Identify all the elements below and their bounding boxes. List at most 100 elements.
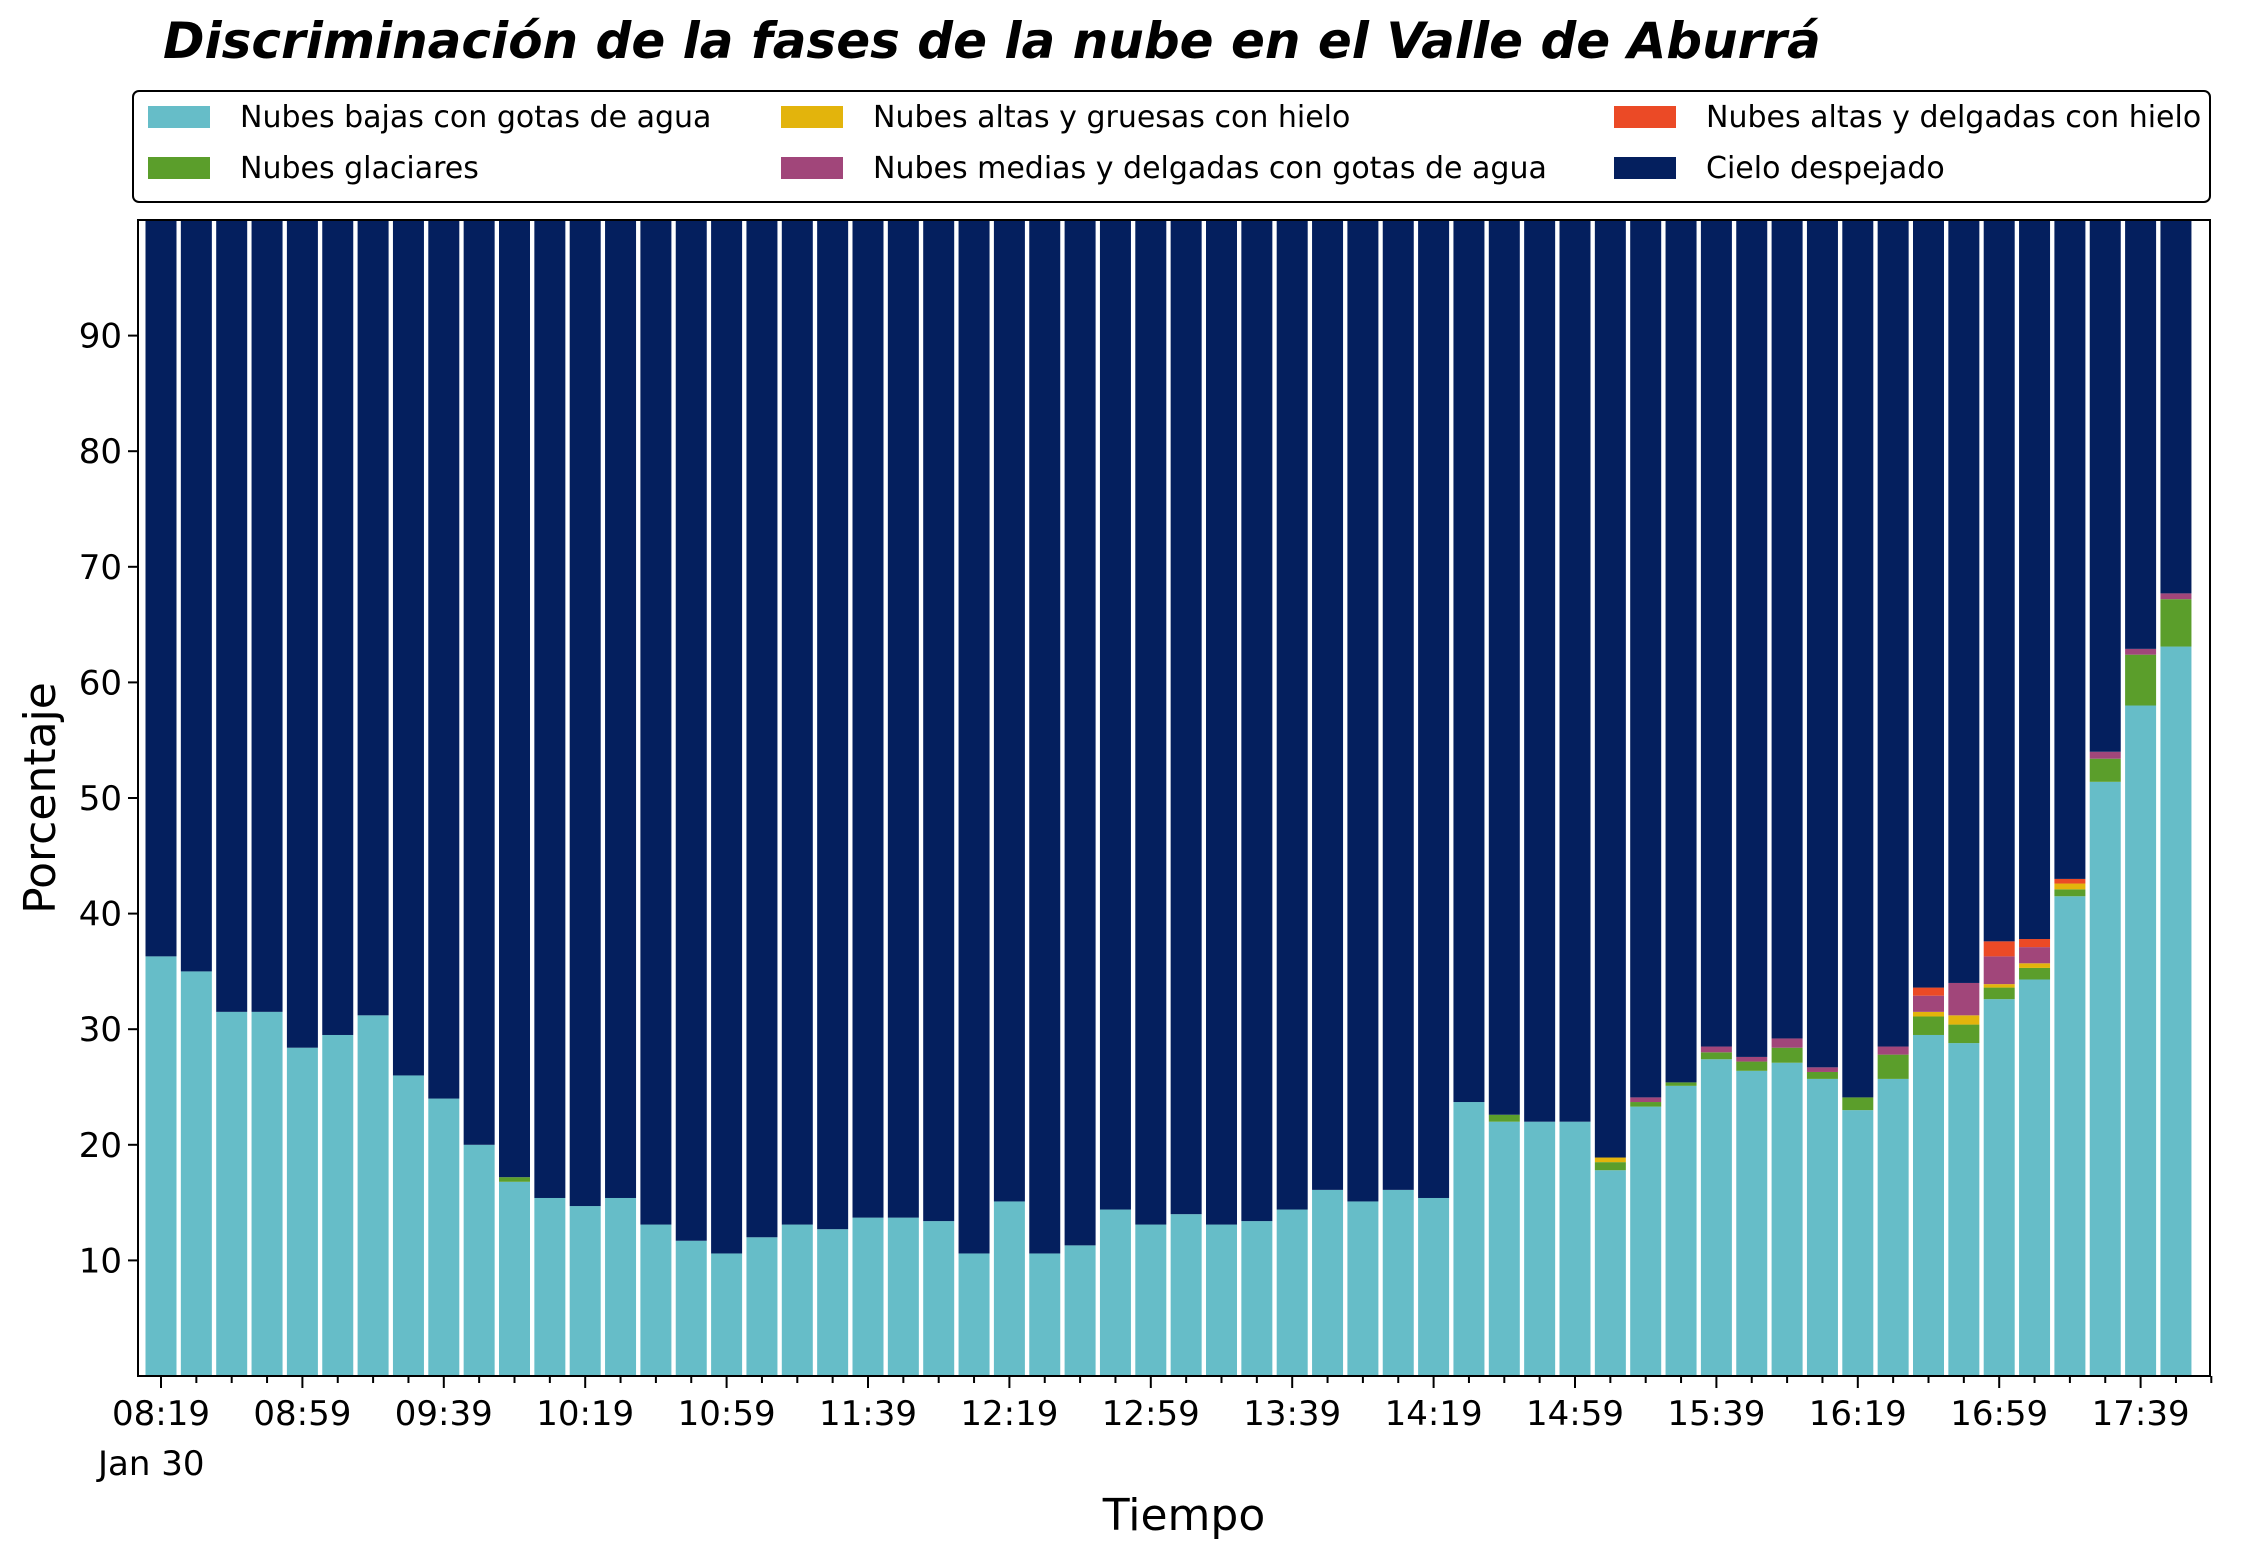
bar-low-water-56 <box>2125 705 2157 1376</box>
bar-mid-thin-water-57 <box>2160 593 2192 600</box>
bar-low-water-9 <box>463 1144 495 1376</box>
x-tick-label-13: 16:59 <box>1950 1394 2048 1434</box>
bar-high-thick-ice-52 <box>1983 984 2015 988</box>
legend-swatch-2 <box>781 106 843 128</box>
bar-clear-sky-13 <box>605 220 637 1198</box>
bar-low-water-18 <box>781 1224 813 1376</box>
bar-low-water-40 <box>1559 1121 1591 1376</box>
x-tick-label-14: 17:39 <box>2092 1394 2190 1434</box>
bar-low-water-44 <box>1700 1059 1732 1376</box>
bar-clear-sky-5 <box>322 220 354 1035</box>
bar-glacial-48 <box>1842 1097 1874 1111</box>
bar-clear-sky-26 <box>1064 220 1096 1246</box>
bar-low-water-50 <box>1913 1034 1944 1376</box>
bar-clear-sky-33 <box>1312 220 1344 1190</box>
bar-clear-sky-4 <box>286 220 318 1048</box>
bar-low-water-35 <box>1382 1189 1414 1376</box>
y-tick-label-20: 20 <box>79 1126 122 1166</box>
bar-low-water-8 <box>428 1098 460 1376</box>
bar-clear-sky-0 <box>145 220 177 957</box>
x-tick-label-8: 13:39 <box>1243 1394 1341 1434</box>
bar-glacial-52 <box>1983 987 2015 1000</box>
bar-low-water-32 <box>1276 1209 1308 1376</box>
bar-low-water-51 <box>1948 1043 1980 1376</box>
legend-swatch-3 <box>781 157 843 179</box>
bar-low-water-54 <box>2054 896 2086 1376</box>
x-axis: 08:19 08:59 09:39 10:19 10:59 11:39 12:19 12:59… <box>112 1376 2213 1434</box>
legend-label-4: Nubes altas y delgadas con hielo <box>1706 100 2201 135</box>
bar-clear-sky-35 <box>1382 220 1414 1190</box>
bar-glacial-45 <box>1736 1061 1768 1071</box>
bar-low-water-47 <box>1806 1078 1838 1376</box>
bar-low-water-28 <box>1135 1224 1167 1376</box>
bar-high-thin-ice-52 <box>1983 941 2015 957</box>
y-tick-label-10: 10 <box>79 1241 122 1281</box>
bar-clear-sky-24 <box>993 220 1025 1202</box>
bar-clear-sky-22 <box>923 220 955 1222</box>
bar-low-water-46 <box>1771 1062 1803 1376</box>
x-tick-label-7: 12:59 <box>1102 1394 1200 1434</box>
bar-clear-sky-40 <box>1559 220 1591 1122</box>
x-tick-label-12: 16:19 <box>1809 1394 1907 1434</box>
y-axis-title: Porcentaje <box>15 682 66 914</box>
bar-mid-thin-water-49 <box>1877 1046 1909 1055</box>
bar-high-thick-ice-53 <box>2019 963 2051 968</box>
bar-glacial-49 <box>1877 1054 1909 1079</box>
legend-label-1: Nubes glaciares <box>240 151 479 186</box>
legend: Nubes bajas con gotas de agua Nubes glaci… <box>132 90 2211 203</box>
bar-mid-thin-water-50 <box>1913 995 1944 1012</box>
bar-low-water-1 <box>180 971 212 1376</box>
legend-label-0: Nubes bajas con gotas de agua <box>240 100 711 135</box>
bar-clear-sky-15 <box>675 220 707 1241</box>
bar-clear-sky-41 <box>1594 220 1626 1158</box>
bar-high-thin-ice-50 <box>1913 987 1944 996</box>
bar-clear-sky-20 <box>852 220 884 1218</box>
x-tick-label-6: 12:19 <box>960 1394 1058 1434</box>
bar-clear-sky-19 <box>817 220 849 1230</box>
bar-mid-thin-water-51 <box>1948 982 1980 1016</box>
x-axis-title: Tiempo <box>1102 1490 1266 1541</box>
bar-low-water-16 <box>711 1253 743 1376</box>
bar-low-water-53 <box>2019 979 2051 1376</box>
bar-low-water-31 <box>1241 1221 1273 1376</box>
bar-clear-sky-27 <box>1099 220 1131 1210</box>
bar-clear-sky-53 <box>2019 220 2051 940</box>
legend-swatch-4 <box>1614 106 1676 128</box>
bar-low-water-5 <box>322 1034 354 1376</box>
bar-low-water-37 <box>1453 1102 1485 1376</box>
bar-glacial-53 <box>2019 967 2051 980</box>
bar-glacial-56 <box>2125 654 2157 706</box>
bar-mid-thin-water-42 <box>1630 1097 1662 1103</box>
x-tick-label-9: 14:19 <box>1385 1394 1483 1434</box>
bar-clear-sky-7 <box>392 220 424 1076</box>
bar-low-water-48 <box>1842 1110 1874 1376</box>
bar-clear-sky-11 <box>534 220 566 1198</box>
bar-low-water-33 <box>1312 1189 1344 1376</box>
bar-clear-sky-43 <box>1665 220 1697 1083</box>
bar-high-thick-ice-51 <box>1948 1015 1980 1025</box>
x-tick-label-3: 10:19 <box>536 1394 634 1434</box>
bar-clear-sky-46 <box>1771 220 1803 1039</box>
bar-low-water-42 <box>1630 1106 1662 1376</box>
bar-low-water-21 <box>887 1217 919 1376</box>
bars-group <box>145 220 2192 1376</box>
bar-low-water-10 <box>499 1181 530 1376</box>
bar-low-water-15 <box>675 1240 707 1376</box>
legend-label-5: Cielo despejado <box>1706 151 1945 186</box>
y-tick-label-50: 50 <box>79 779 122 819</box>
x-tick-label-4: 10:59 <box>678 1394 776 1434</box>
bar-mid-thin-water-53 <box>2019 947 2051 964</box>
y-tick-label-90: 90 <box>79 317 122 357</box>
bar-mid-thin-water-47 <box>1806 1067 1838 1072</box>
bar-low-water-30 <box>1206 1224 1237 1376</box>
bar-clear-sky-30 <box>1206 220 1237 1225</box>
legend-label-2: Nubes altas y gruesas con hielo <box>873 100 1350 135</box>
bar-low-water-38 <box>1488 1121 1520 1376</box>
bar-low-water-24 <box>993 1201 1025 1376</box>
bar-glacial-38 <box>1488 1114 1520 1122</box>
bar-clear-sky-3 <box>251 220 283 1012</box>
bar-clear-sky-38 <box>1488 220 1520 1115</box>
bar-low-water-20 <box>852 1217 884 1376</box>
bar-low-water-34 <box>1347 1201 1379 1376</box>
